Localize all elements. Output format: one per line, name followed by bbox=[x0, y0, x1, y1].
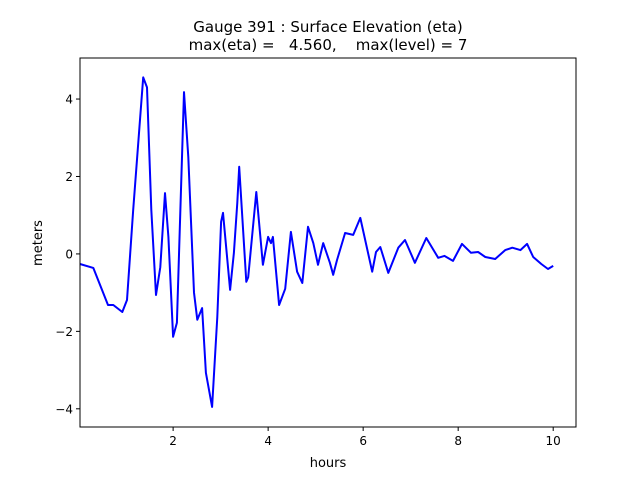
x-tick-label: 2 bbox=[169, 434, 177, 448]
x-tick-label: 6 bbox=[359, 434, 367, 448]
chart-title: Gauge 391 : Surface Elevation (eta) bbox=[193, 18, 462, 36]
y-tick-label: 0 bbox=[65, 247, 73, 261]
x-tick-label: 4 bbox=[264, 434, 272, 448]
y-tick-label: 4 bbox=[65, 93, 73, 107]
chart-subtitle: max(eta) = 4.560, max(level) = 7 bbox=[189, 36, 468, 54]
y-tick-label: −4 bbox=[55, 402, 73, 416]
y-tick-label: −2 bbox=[55, 325, 73, 339]
x-tick-label: 10 bbox=[546, 434, 561, 448]
series-line-eta bbox=[79, 76, 554, 408]
x-tick-label: 8 bbox=[454, 434, 462, 448]
y-tick-label: 2 bbox=[65, 170, 73, 184]
x-axis-label: hours bbox=[310, 456, 347, 471]
y-axis-label: meters bbox=[31, 220, 46, 266]
plot-area bbox=[80, 58, 576, 427]
axes-frame bbox=[79, 57, 577, 428]
